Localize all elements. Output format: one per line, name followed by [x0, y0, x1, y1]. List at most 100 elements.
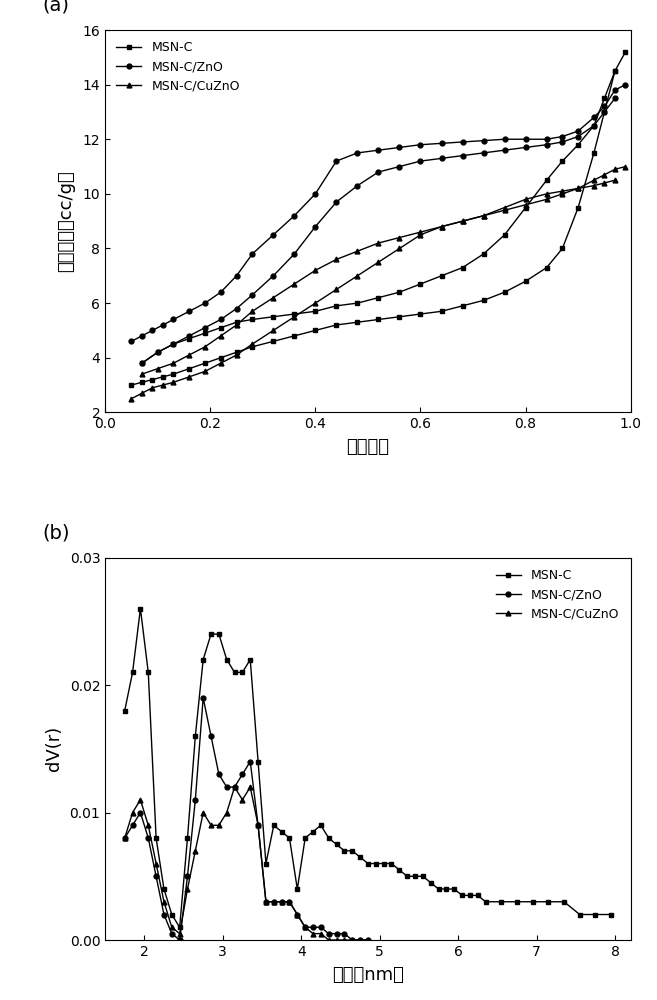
- MSN-C/ZnO: [145, 832, 152, 844]
- MSN-C: [622, 46, 629, 58]
- MSN-C: [396, 311, 403, 323]
- MSN-C/CuZnO: [290, 311, 298, 323]
- MSN-C/ZnO: [121, 832, 129, 844]
- MSN-C/ZnO: [480, 135, 487, 147]
- X-axis label: 相对压力: 相对压力: [346, 438, 390, 456]
- MSN-C: [238, 666, 246, 678]
- MSN-C/ZnO: [191, 794, 199, 806]
- MSN-C/ZnO: [543, 133, 551, 145]
- MSN-C/CuZnO: [574, 182, 582, 194]
- MSN-C/ZnO: [353, 147, 361, 159]
- MSN-C/CuZnO: [121, 832, 129, 844]
- Line: MSN-C: MSN-C: [129, 49, 628, 387]
- MSN-C: [175, 921, 183, 933]
- MSN-C/ZnO: [622, 79, 629, 91]
- MSN-C/ZnO: [127, 335, 135, 347]
- MSN-C/ZnO: [170, 313, 177, 325]
- MSN-C/CuZnO: [332, 283, 340, 295]
- MSN-C/CuZnO: [309, 928, 317, 940]
- MSN-C/CuZnO: [145, 819, 152, 831]
- MSN-C/ZnO: [207, 730, 215, 742]
- MSN-C/CuZnO: [262, 896, 270, 908]
- MSN-C: [543, 262, 551, 274]
- MSN-C/ZnO: [374, 144, 382, 156]
- MSN-C/CuZnO: [364, 934, 372, 946]
- MSN-C/CuZnO: [175, 928, 183, 940]
- MSN-C: [233, 346, 240, 358]
- MSN-C/CuZnO: [417, 229, 424, 241]
- MSN-C: [269, 335, 277, 347]
- MSN-C/CuZnO: [223, 807, 231, 819]
- MSN-C: [611, 65, 619, 77]
- MSN-C: [417, 308, 424, 320]
- MSN-C/CuZnO: [480, 210, 487, 222]
- MSN-C/CuZnO: [311, 297, 319, 309]
- MSN-C/ZnO: [348, 934, 356, 946]
- MSN-C: [558, 242, 566, 254]
- MSN-C/ZnO: [185, 305, 193, 317]
- MSN-C/CuZnO: [207, 819, 215, 831]
- MSN-C: [459, 300, 466, 312]
- MSN-C/ZnO: [183, 870, 191, 882]
- Line: MSN-C/ZnO: MSN-C/ZnO: [122, 695, 371, 942]
- MSN-C: [248, 341, 256, 353]
- MSN-C: [290, 330, 298, 342]
- MSN-C/CuZnO: [137, 794, 145, 806]
- MSN-C/ZnO: [270, 896, 278, 908]
- MSN-C/CuZnO: [152, 858, 160, 870]
- MSN-C/CuZnO: [254, 819, 262, 831]
- MSN-C/CuZnO: [270, 896, 278, 908]
- MSN-C/CuZnO: [501, 204, 509, 216]
- MSN-C/CuZnO: [278, 896, 286, 908]
- MSN-C/ZnO: [137, 807, 145, 819]
- MSN-C/CuZnO: [199, 807, 207, 819]
- MSN-C/CuZnO: [301, 921, 309, 933]
- Line: MSN-C: MSN-C: [122, 606, 614, 930]
- MSN-C/CuZnO: [600, 169, 608, 181]
- MSN-C/ZnO: [301, 921, 309, 933]
- MSN-C/ZnO: [278, 896, 286, 908]
- MSN-C/CuZnO: [217, 357, 225, 369]
- MSN-C/ZnO: [356, 934, 364, 946]
- MSN-C/ZnO: [417, 139, 424, 151]
- MSN-C/ZnO: [600, 100, 608, 112]
- MSN-C: [137, 603, 145, 615]
- MSN-C/CuZnO: [159, 379, 167, 391]
- MSN-C/CuZnO: [590, 174, 598, 186]
- MSN-C: [183, 832, 191, 844]
- MSN-C/ZnO: [332, 928, 340, 940]
- MSN-C: [545, 896, 553, 908]
- MSN-C/ZnO: [246, 756, 254, 768]
- MSN-C/CuZnO: [396, 242, 403, 254]
- MSN-C/ZnO: [138, 330, 146, 342]
- MSN-C/ZnO: [215, 768, 223, 780]
- MSN-C/ZnO: [248, 248, 256, 260]
- MSN-C/ZnO: [199, 692, 207, 704]
- MSN-C/CuZnO: [374, 256, 382, 268]
- MSN-C/ZnO: [262, 896, 270, 908]
- MSN-C/CuZnO: [558, 188, 566, 200]
- MSN-C/CuZnO: [183, 883, 191, 895]
- MSN-C/CuZnO: [201, 365, 209, 377]
- MSN-C: [185, 363, 193, 375]
- MSN-C/CuZnO: [353, 270, 361, 282]
- MSN-C/ZnO: [152, 870, 160, 882]
- MSN-C: [374, 313, 382, 325]
- MSN-C/CuZnO: [294, 909, 302, 921]
- MSN-C/ZnO: [238, 768, 246, 780]
- MSN-C/CuZnO: [348, 934, 356, 946]
- Legend: MSN-C, MSN-C/ZnO, MSN-C/CuZnO: MSN-C, MSN-C/ZnO, MSN-C/CuZnO: [112, 36, 245, 98]
- MSN-C/ZnO: [317, 921, 325, 933]
- MSN-C/CuZnO: [459, 215, 466, 227]
- MSN-C: [217, 352, 225, 364]
- MSN-C/ZnO: [217, 286, 225, 298]
- MSN-C: [215, 628, 223, 640]
- MSN-C: [121, 705, 129, 717]
- Line: MSN-C/CuZnO: MSN-C/CuZnO: [122, 785, 371, 942]
- MSN-C/ZnO: [590, 111, 598, 123]
- MSN-C/ZnO: [611, 84, 619, 96]
- MSN-C/ZnO: [286, 896, 294, 908]
- MSN-C/CuZnO: [246, 781, 254, 793]
- MSN-C/CuZnO: [332, 934, 340, 946]
- MSN-C/CuZnO: [168, 921, 175, 933]
